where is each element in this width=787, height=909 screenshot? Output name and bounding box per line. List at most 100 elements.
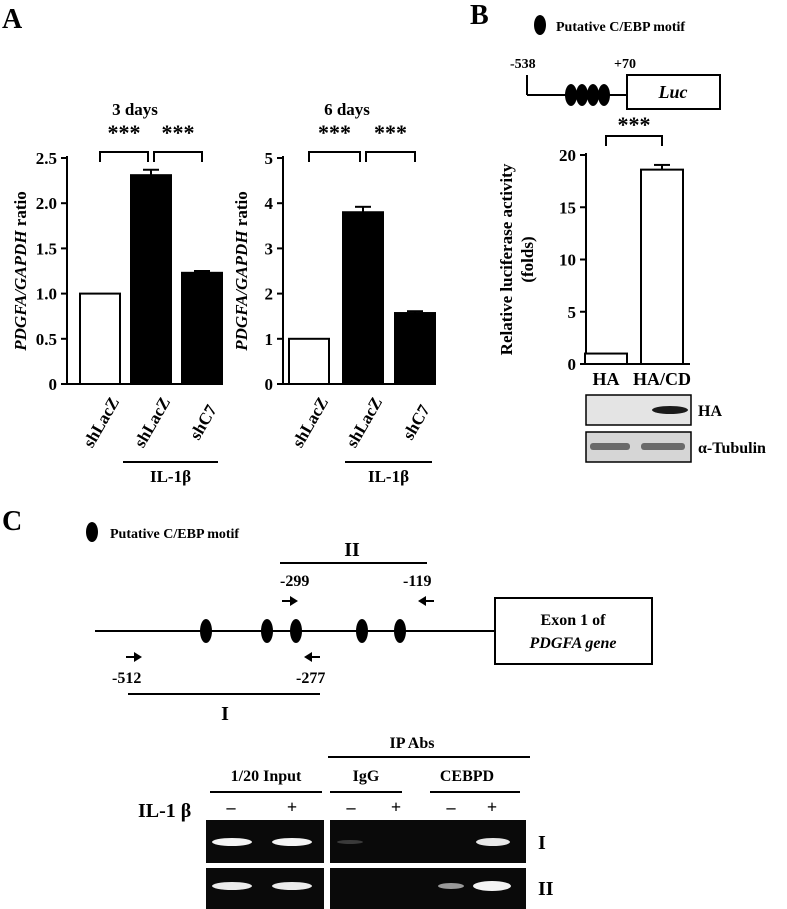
promoter-construct: Putative C/EBP motif -538 +70 Luc bbox=[510, 15, 721, 110]
y-tick-label: 0 bbox=[568, 355, 577, 374]
primer-label: -119 bbox=[403, 573, 431, 590]
significance-bracket bbox=[365, 151, 416, 162]
primer-label: -277 bbox=[296, 670, 325, 687]
x-tick-label: HA bbox=[593, 369, 620, 389]
y-tick-label: 2.0 bbox=[36, 194, 57, 213]
significance-label: *** bbox=[318, 120, 351, 145]
y-tick-label: 1 bbox=[265, 330, 274, 349]
promoter-map: Putative C/EBP motif II -299 -119 Exon 1… bbox=[86, 522, 653, 725]
y-tick-label: 0.5 bbox=[36, 330, 57, 349]
significance-bracket bbox=[153, 151, 203, 162]
lane-group-input: 1/20 Input bbox=[231, 768, 302, 785]
bar bbox=[181, 271, 223, 386]
significance-label: *** bbox=[108, 120, 141, 145]
panel-label-a: A bbox=[2, 4, 23, 35]
treatment-sign: + bbox=[287, 797, 297, 817]
treatment-sign: – bbox=[226, 797, 237, 817]
primer-label: -512 bbox=[112, 670, 141, 687]
y-tick-label: 3 bbox=[265, 239, 274, 258]
significance-bracket bbox=[99, 151, 149, 162]
y-tick-label: 1.0 bbox=[36, 285, 57, 304]
significance-bracket bbox=[308, 151, 361, 162]
motif-legend-oval bbox=[534, 15, 546, 35]
bar bbox=[130, 174, 172, 385]
exon-box bbox=[494, 597, 653, 665]
bar bbox=[584, 352, 628, 365]
exon-label-line2: PDGFA gene bbox=[529, 635, 617, 652]
y-tick-label: 4 bbox=[265, 194, 274, 213]
motif-oval bbox=[587, 84, 599, 106]
gel-row-label-i: I bbox=[538, 832, 546, 854]
y-tick-label: 0 bbox=[265, 375, 274, 394]
motif-oval bbox=[290, 619, 302, 643]
primer-label: -299 bbox=[280, 573, 309, 590]
luc-label: Luc bbox=[658, 82, 688, 102]
gel-row-label-ii: II bbox=[538, 878, 554, 900]
treatment-sign: – bbox=[446, 797, 457, 817]
bar bbox=[79, 292, 121, 386]
bar bbox=[288, 337, 330, 385]
blot-band-ha bbox=[652, 406, 688, 414]
x-tick-label: shC7 bbox=[399, 401, 434, 443]
y-tick-label: 1.5 bbox=[36, 239, 57, 258]
lane-group-cebpd: CEBPD bbox=[440, 768, 494, 785]
ip-header: IP Abs bbox=[390, 735, 435, 752]
significance-bracket bbox=[605, 135, 663, 146]
gel-band bbox=[476, 838, 510, 846]
amplicon-ii-label: II bbox=[344, 539, 360, 561]
motif-oval bbox=[356, 619, 368, 643]
significance-label: *** bbox=[618, 112, 651, 137]
significance-label: *** bbox=[162, 120, 195, 145]
gel-band bbox=[438, 883, 464, 889]
amplicon-i-label: I bbox=[221, 703, 229, 725]
y-tick-label: 5 bbox=[568, 303, 577, 322]
gel-band bbox=[337, 840, 363, 844]
x-tick-label: shLacZ bbox=[130, 394, 174, 451]
lane-group-igg: IgG bbox=[353, 768, 380, 785]
y-tick-label: 5 bbox=[265, 149, 274, 168]
chart-title: 3 days bbox=[112, 100, 158, 119]
blot-band-tubulin bbox=[590, 443, 630, 450]
treatment-sign: + bbox=[391, 797, 401, 817]
gel-band bbox=[212, 882, 252, 890]
x-tick-label: shLacZ bbox=[288, 394, 332, 451]
construct-end: +70 bbox=[614, 57, 636, 72]
x-tick-label: shLacZ bbox=[79, 394, 123, 451]
x-tick-label: shC7 bbox=[186, 401, 221, 443]
y-axis-label: Relative luciferase activity bbox=[497, 163, 516, 355]
y-tick-label: 15 bbox=[559, 198, 576, 217]
blot-label-ha: HA bbox=[698, 403, 722, 420]
x-tick-label: HA/CD bbox=[633, 369, 691, 389]
panel-label-c: C bbox=[2, 506, 22, 537]
bar bbox=[342, 211, 384, 385]
y-tick-label: 2.5 bbox=[36, 149, 57, 168]
primer-arrowhead bbox=[418, 596, 426, 606]
motif-oval bbox=[576, 84, 588, 106]
primer-arrowhead bbox=[304, 652, 312, 662]
y-axis-label: PDGFA/GAPDH ratio bbox=[11, 191, 30, 351]
chart-title: 6 days bbox=[324, 100, 370, 119]
motif-oval bbox=[565, 84, 577, 106]
motif-oval bbox=[200, 619, 212, 643]
gel-band bbox=[212, 838, 252, 846]
bar bbox=[394, 312, 436, 386]
treatment-label: IL-1β bbox=[150, 467, 191, 486]
gel-band bbox=[473, 881, 511, 891]
chip-gel: IP Abs 1/20 Input IgG CEBPD IL-1 β – + –… bbox=[138, 735, 554, 909]
treatment-label: IL-1 β bbox=[138, 800, 191, 822]
motif-legend-text: Putative C/EBP motif bbox=[110, 527, 239, 542]
panel-label-b: B bbox=[470, 0, 489, 31]
luc-box bbox=[626, 74, 721, 110]
primer-arrowhead bbox=[134, 652, 142, 662]
primer-arrowhead bbox=[290, 596, 298, 606]
motif-oval bbox=[598, 84, 610, 106]
treatment-sign: + bbox=[487, 797, 497, 817]
construct-start: -538 bbox=[510, 57, 536, 72]
y-axis-label: PDGFA/GAPDH ratio bbox=[232, 191, 251, 351]
motif-legend-oval bbox=[86, 522, 98, 542]
bar bbox=[640, 168, 684, 365]
motif-legend-text: Putative C/EBP motif bbox=[556, 20, 685, 35]
blot-band-tubulin bbox=[641, 443, 685, 450]
treatment-label: IL-1β bbox=[368, 467, 409, 486]
